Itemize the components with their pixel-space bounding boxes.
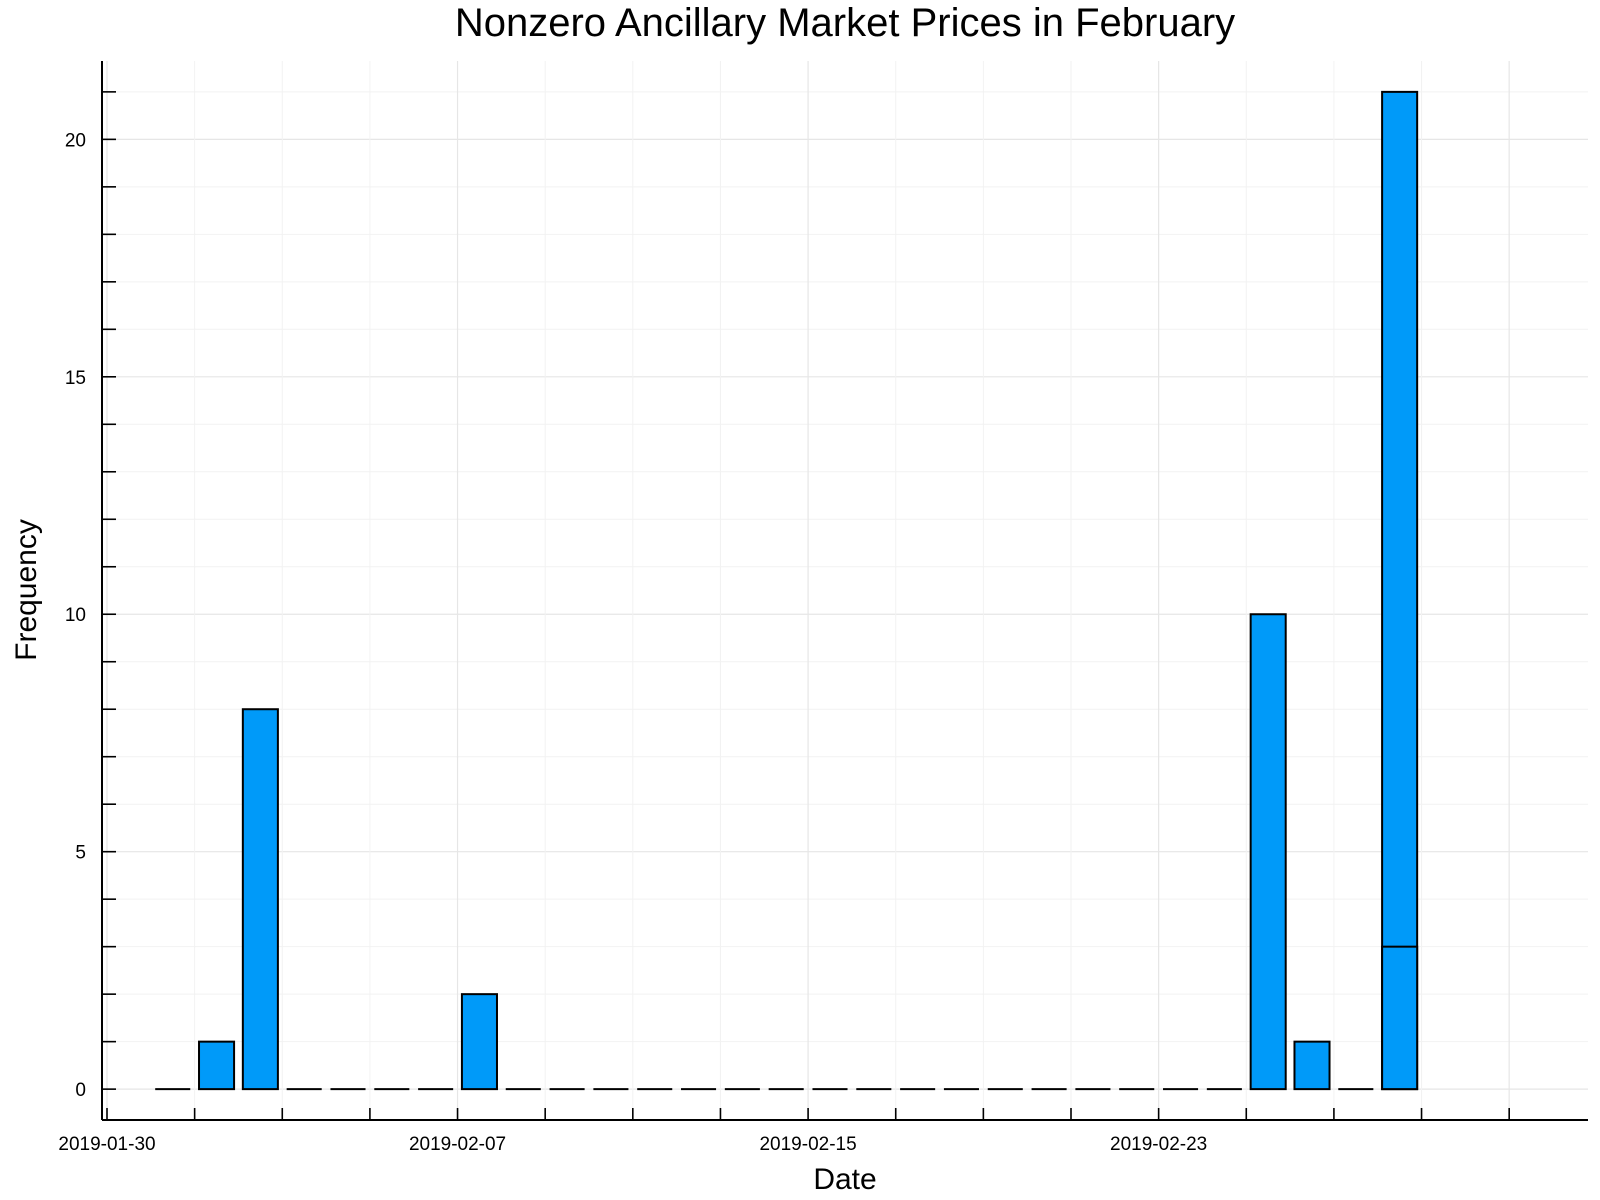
x-axis-title: Date <box>813 1163 876 1196</box>
bar <box>460 993 498 1091</box>
bar <box>1381 945 1419 1091</box>
bars <box>155 90 1419 1091</box>
x-tick-label: 2019-01-30 <box>58 1134 155 1155</box>
y-tick-label: 15 <box>65 368 86 389</box>
y-tick-label: 20 <box>65 130 86 151</box>
grid <box>102 61 1588 1120</box>
bar <box>241 708 279 1091</box>
axes <box>101 61 1588 1121</box>
y-axis-title: Frequency <box>10 519 43 661</box>
ticks: 0 5 10 15 20 2019-01-30 2019-02-07 2019-02-15 20… <box>58 91 1510 1155</box>
bar <box>1293 1040 1331 1091</box>
y-tick-label: 5 <box>75 843 86 864</box>
x-tick-label: 2019-02-15 <box>759 1134 856 1155</box>
bar <box>198 1040 236 1091</box>
chart-title: Nonzero Ancillary Market Prices in Febru… <box>455 1 1235 45</box>
y-tick-label: 10 <box>65 605 86 626</box>
x-tick-label: 2019-02-07 <box>409 1134 506 1155</box>
bar <box>1381 90 1419 1091</box>
y-tick-label: 0 <box>75 1080 86 1101</box>
x-tick-label: 2019-02-23 <box>1110 1134 1207 1155</box>
bar <box>1249 613 1287 1091</box>
